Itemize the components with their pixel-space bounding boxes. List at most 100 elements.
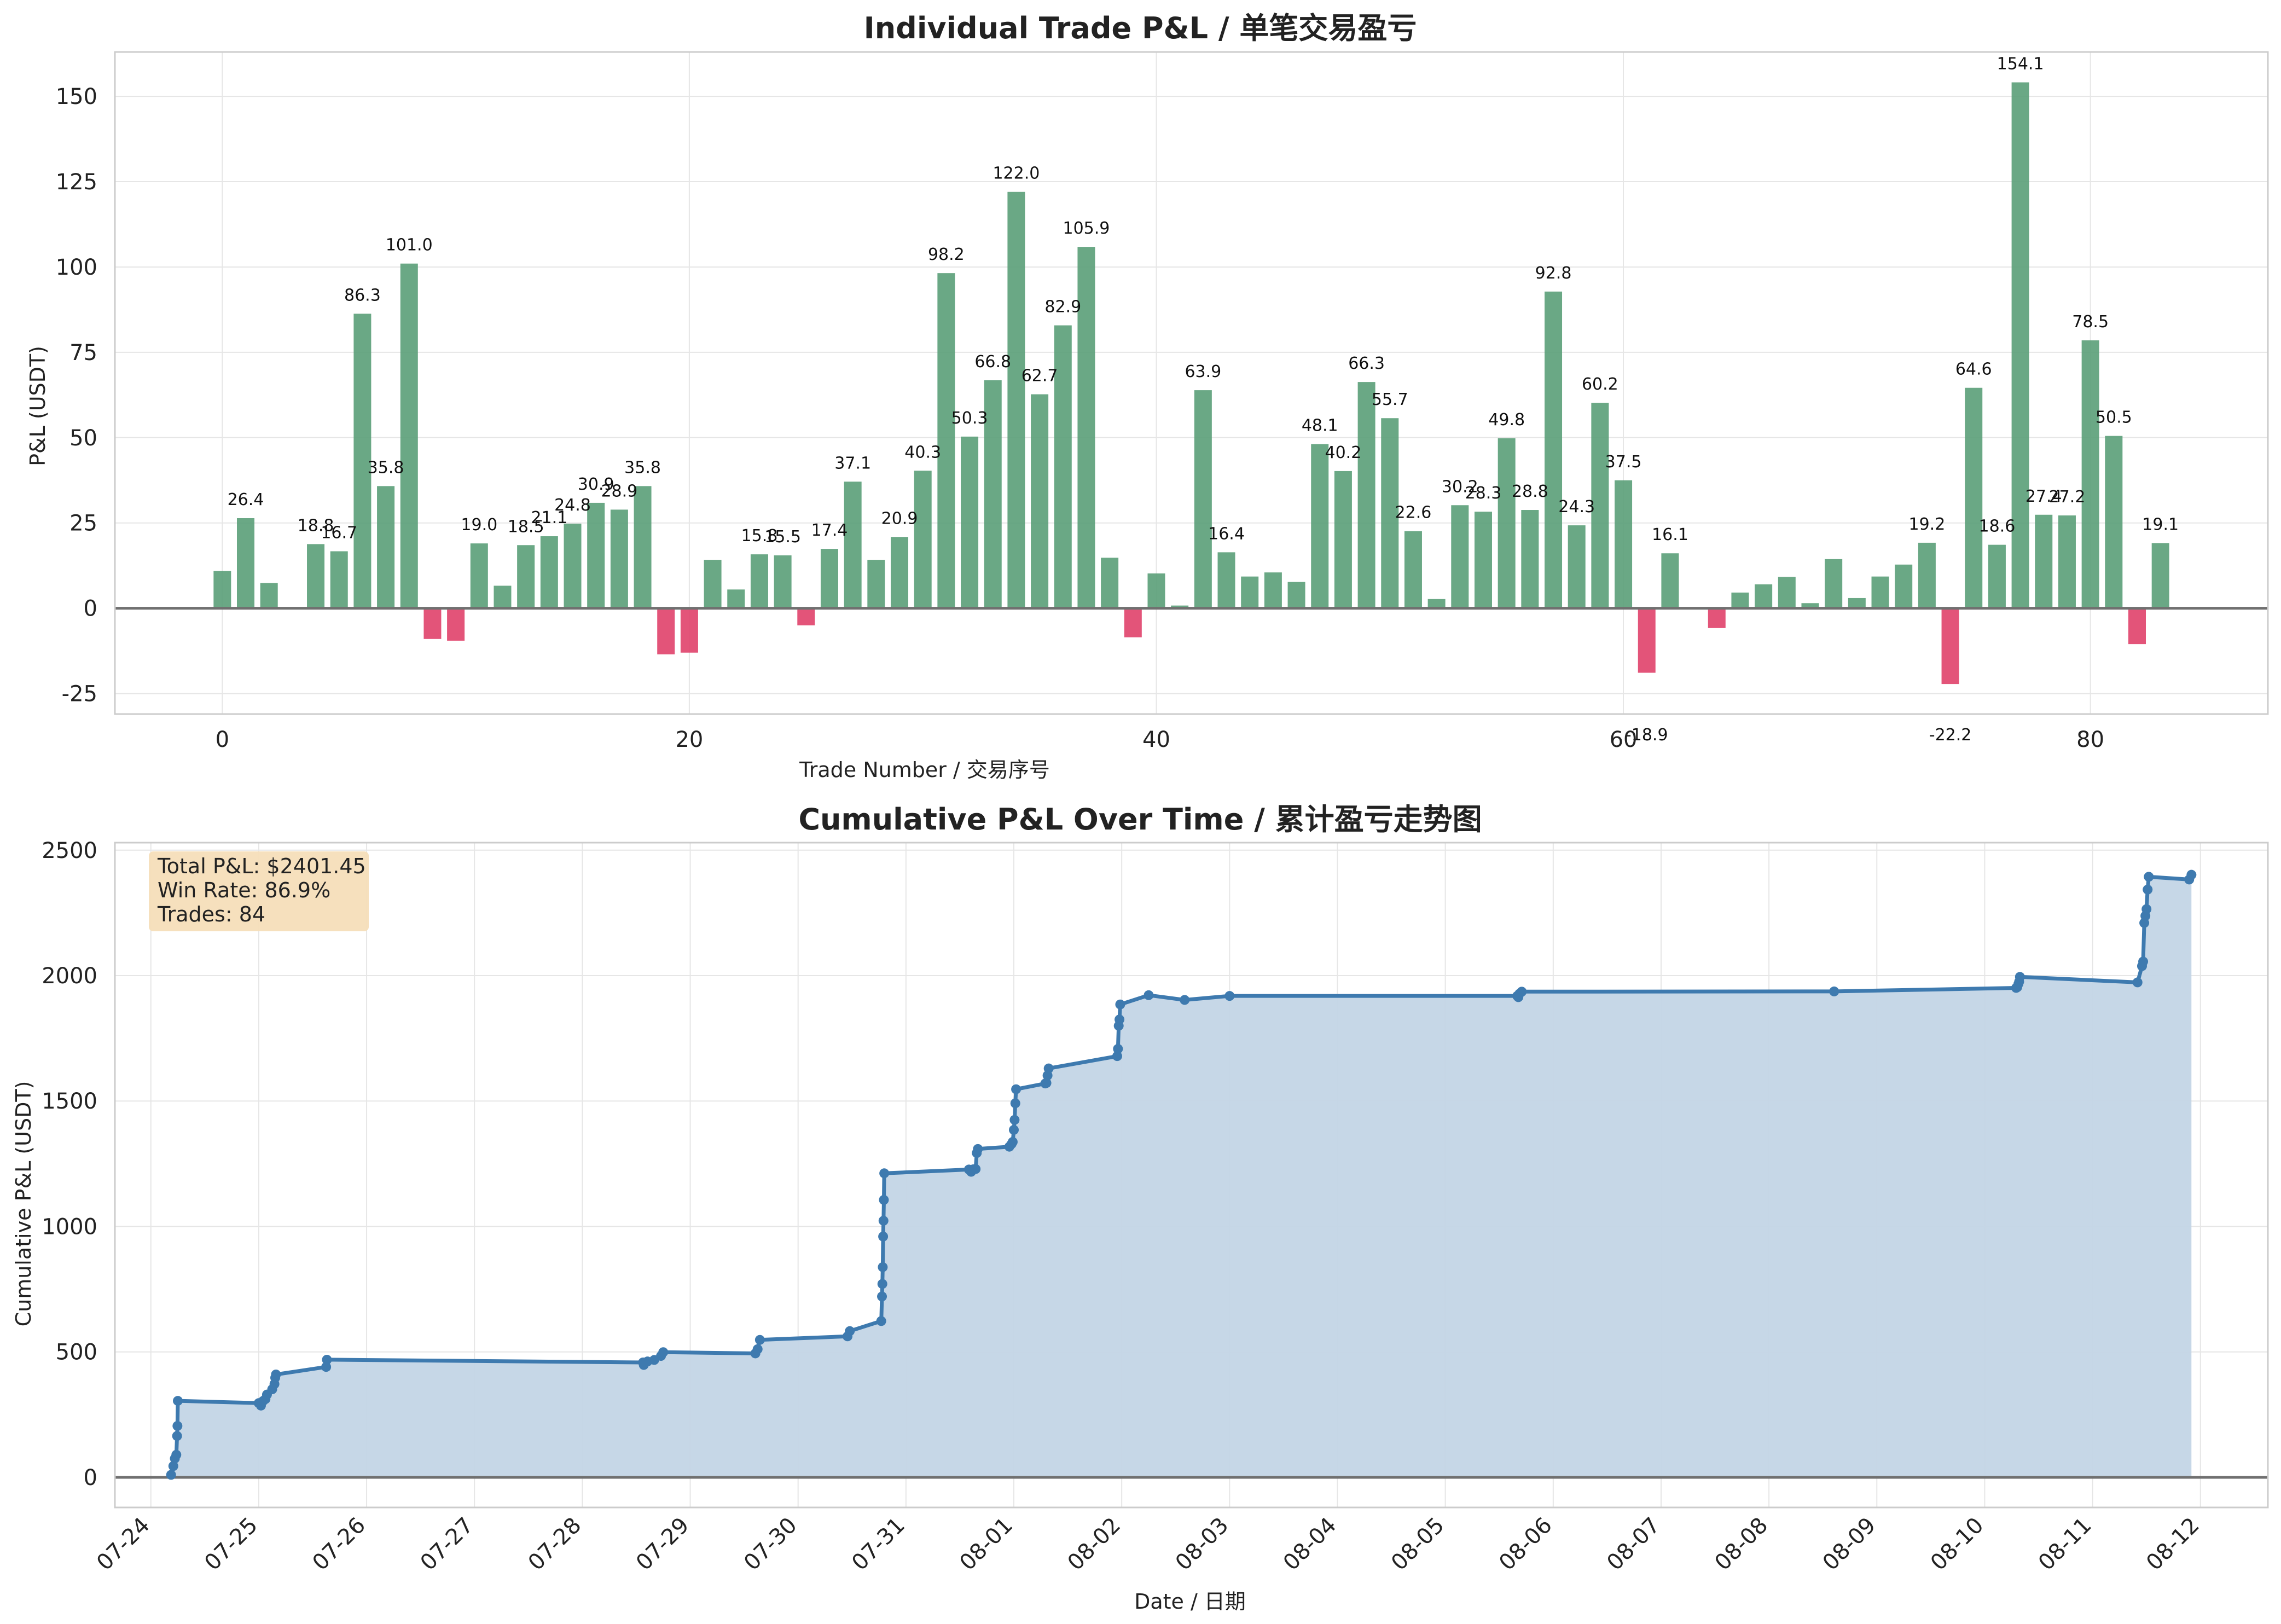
trade-value-label: 15.8 <box>741 526 778 546</box>
trade-bar <box>1498 438 1516 608</box>
trade-bar <box>330 551 348 608</box>
trade-value-label: 27.4 <box>2025 487 2062 506</box>
trade-bar <box>447 608 465 641</box>
trade-bar <box>774 555 792 608</box>
trade-value-label: 28.3 <box>1465 484 1502 503</box>
trade-value-label: 50.3 <box>951 409 988 428</box>
chart1-gridlines <box>115 52 2268 714</box>
cumulative-point <box>172 1431 182 1441</box>
trade-value-label: 40.2 <box>1325 443 1362 462</box>
trade-bar <box>1404 531 1422 608</box>
trade-value-label: 50.5 <box>2096 408 2132 427</box>
cumulative-point <box>1115 1014 1125 1025</box>
cumulative-point <box>877 1279 887 1289</box>
chart1-y-tick-label: 25 <box>69 511 97 536</box>
trade-bar <box>1731 592 1749 608</box>
chart1-plot-frame <box>114 51 2269 715</box>
cumulative-point <box>321 1362 332 1372</box>
trade-bar <box>540 536 558 608</box>
trade-value-label: 49.8 <box>1488 410 1525 430</box>
trade-bar <box>1941 608 1959 685</box>
trade-bar <box>727 589 745 608</box>
trade-value-label: 154.1 <box>1997 55 2044 74</box>
trade-bar <box>820 549 838 608</box>
cumulative-point <box>754 1335 765 1345</box>
cumulative-point <box>1007 1136 1018 1147</box>
chart1-y-tick-label: 150 <box>56 84 97 109</box>
trade-bar <box>1287 582 1305 608</box>
trade-bar <box>1661 553 1679 608</box>
trade-bar <box>1054 325 1072 608</box>
trade-pnl-chart: Individual Trade P&L / 单笔交易盈亏 26.418.816… <box>26 11 2269 782</box>
trade-value-label: 28.8 <box>1512 482 1548 501</box>
chart1-y-tick-label: -25 <box>62 682 97 707</box>
cumulative-point <box>2143 884 2153 895</box>
trade-bar <box>1848 598 1866 608</box>
trade-bar <box>1031 394 1049 608</box>
chart2-y-tick-labels: 0 500 1000 1500 2000 2500 <box>42 838 97 1490</box>
trade-value-label: 62.7 <box>1021 367 1058 386</box>
cumulative-point <box>877 1291 887 1302</box>
trade-value-label: 63.9 <box>1185 362 1221 381</box>
cumulative-point <box>878 1231 889 1242</box>
trade-bar <box>1427 599 1446 608</box>
trade-value-label: 19.1 <box>2142 515 2179 535</box>
trade-value-label: 105.9 <box>1063 219 1110 238</box>
chart1-x-tick-label: 60 <box>1610 727 1638 752</box>
trade-bar <box>961 436 979 608</box>
cumulative-point <box>752 1344 763 1354</box>
trade-value-label: 37.5 <box>1605 453 1642 472</box>
cumulative-point <box>878 1215 889 1226</box>
trade-bar <box>400 263 418 608</box>
stats-total-pnl: Total P&L: $2401.45 <box>157 854 366 878</box>
chart1-y-axis-label: P&L (USDT) <box>26 346 50 466</box>
chart2-y-tick-label: 2000 <box>42 964 97 989</box>
trade-bar <box>1895 564 1913 608</box>
trade-value-label: 24.8 <box>554 496 591 515</box>
trade-bar <box>704 560 722 608</box>
trade-bar <box>2105 436 2123 608</box>
trade-bar <box>1615 480 1633 608</box>
trade-bar <box>2035 514 2053 608</box>
trade-value-label: 101.0 <box>386 236 433 255</box>
trade-value-label: 37.1 <box>834 454 871 473</box>
cumulative-point <box>171 1449 182 1460</box>
trade-value-label: 28.9 <box>601 482 637 501</box>
trade-value-label: 66.8 <box>974 352 1011 372</box>
chart1-bars <box>213 82 2169 685</box>
cumulative-point <box>1829 986 1839 996</box>
trade-bar <box>797 608 815 625</box>
chart2-x-axis-label: Date / 日期 <box>1134 1590 1246 1614</box>
trade-value-label: 60.2 <box>1582 375 1618 394</box>
trade-value-label: 78.5 <box>2072 312 2109 332</box>
trade-value-label: 55.7 <box>1372 390 1408 409</box>
cumulative-point <box>878 1262 888 1272</box>
trade-bar <box>1638 608 1656 673</box>
trade-bar <box>307 544 325 608</box>
trade-bar <box>1101 558 1119 608</box>
trade-value-label: 30.2 <box>1442 477 1478 496</box>
cumulative-point <box>166 1470 176 1480</box>
cumulative-point <box>1009 1124 1019 1135</box>
chart2-y-tick-label: 1000 <box>42 1214 97 1239</box>
trade-bar <box>750 554 768 608</box>
trade-bar <box>657 608 675 654</box>
chart2-y-tick-label: 500 <box>56 1340 97 1365</box>
trade-value-label: 92.8 <box>1535 264 1572 283</box>
chart2-y-axis-label: Cumulative P&L (USDT) <box>11 1081 36 1327</box>
trade-bar <box>1147 573 1165 608</box>
cumulative-point <box>1180 995 1190 1005</box>
chart1-y-tick-label: 125 <box>56 170 97 195</box>
cumulative-point <box>1144 990 1154 1000</box>
trade-value-label: 27.2 <box>2049 488 2086 507</box>
chart2-area-fill <box>171 874 2192 1477</box>
cumulative-point <box>1009 1115 1020 1125</box>
trade-bar <box>1451 505 1469 608</box>
cumulative-point <box>168 1461 178 1471</box>
trade-bar <box>1264 572 1282 608</box>
trade-bar <box>2058 515 2076 608</box>
trade-value-label: 18.8 <box>298 516 334 535</box>
chart2-y-tick-label: 0 <box>84 1465 97 1490</box>
